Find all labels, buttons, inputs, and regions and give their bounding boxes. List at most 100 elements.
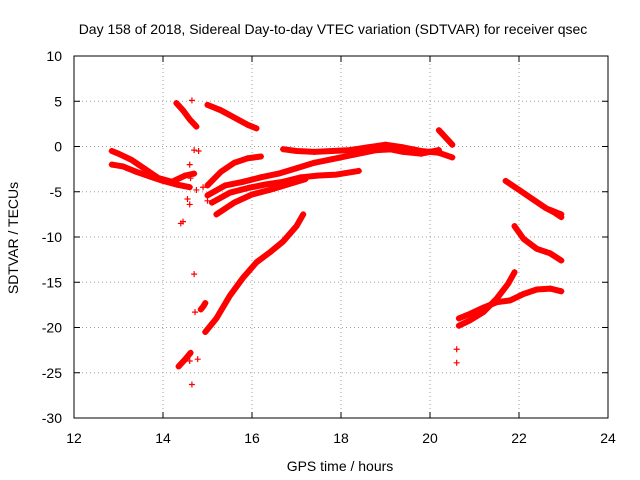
y-tick-label: -15 [42,274,62,290]
data-point [226,189,233,196]
track-band [455,269,518,329]
data-point [507,297,514,304]
series-track-n [202,211,307,336]
chart-title: Day 158 of 2018, Sidereal Day-to-day VTE… [79,21,588,37]
series-track-l [175,349,194,370]
data-point [193,123,200,130]
data-point [188,381,195,388]
data-point [542,205,549,212]
data-point [222,182,229,189]
data-point [453,346,460,353]
data-point [355,167,362,174]
data-point [115,150,122,157]
data-point [547,206,554,213]
data-point [511,269,518,276]
axis-ticks [73,55,609,419]
data-point [231,199,238,206]
data-point [240,178,247,185]
series-track-o [455,285,565,322]
data-point [257,174,264,181]
data-point [480,309,487,316]
data-point [186,184,193,191]
track-band [173,100,200,130]
series-track-s [547,206,565,218]
data-point [300,211,307,218]
data-point [311,148,318,155]
data-point [504,281,511,288]
y-tick-labels: -30 -25 -20 -15 -10 -5 0 5 10 [42,48,62,426]
data-point [280,146,287,153]
data-point [520,291,527,298]
data-point [502,177,509,184]
data-point [200,184,207,191]
track-band [108,148,198,185]
data-marks [108,97,565,388]
data-point [186,116,193,123]
data-point [184,195,191,202]
data-point [364,148,371,155]
series-track-a [108,148,198,185]
data-point [208,199,215,206]
x-tick-labels: 12 14 16 18 20 22 24 [66,430,616,446]
data-point [558,211,565,218]
data-point [188,97,195,104]
data-point [315,172,322,179]
series-scattered [177,97,460,388]
data-point [204,192,211,199]
data-point [191,147,198,154]
track-band [213,176,309,218]
data-point [329,156,336,163]
series-track-c [173,100,200,130]
data-point [193,186,200,193]
y-tick-label: 5 [54,93,62,109]
data-point [213,211,220,218]
data-point [186,161,193,168]
data-point [280,238,287,245]
data-point [293,165,300,172]
series-track-q [511,223,565,264]
data-point [186,357,193,364]
series-track-p [455,269,518,329]
y-tick-label: -25 [42,365,62,381]
data-point [435,147,442,154]
data-point [533,286,540,293]
data-point [520,235,527,242]
data-point [333,171,340,178]
y-tick-label: 0 [54,139,62,155]
x-tick-label: 20 [422,430,438,446]
data-point [244,121,251,128]
data-point [302,176,309,183]
data-point [516,186,522,193]
data-point [146,173,153,180]
data-point [204,182,211,189]
data-point [553,209,560,216]
data-point [249,191,255,198]
data-point [266,186,273,193]
data-point [529,195,536,202]
data-point [173,181,180,188]
data-point [382,145,389,152]
data-point [182,172,189,179]
data-point [244,185,251,192]
x-tick-label: 12 [66,430,82,446]
data-point [180,218,187,225]
data-point [191,271,198,278]
data-point [240,274,247,281]
data-point [467,310,474,317]
data-point [195,148,202,155]
data-point [533,245,540,252]
data-point [108,161,115,168]
data-point [511,223,518,230]
data-point [558,257,565,264]
data-point [133,168,140,175]
y-tick-label: -30 [42,410,62,426]
data-point [231,114,238,121]
x-axis-label: GPS time / hours [287,458,394,474]
data-point [418,150,425,157]
data-point [558,288,565,295]
data-point [266,249,273,256]
data-point [217,168,224,175]
data-point [253,259,260,266]
